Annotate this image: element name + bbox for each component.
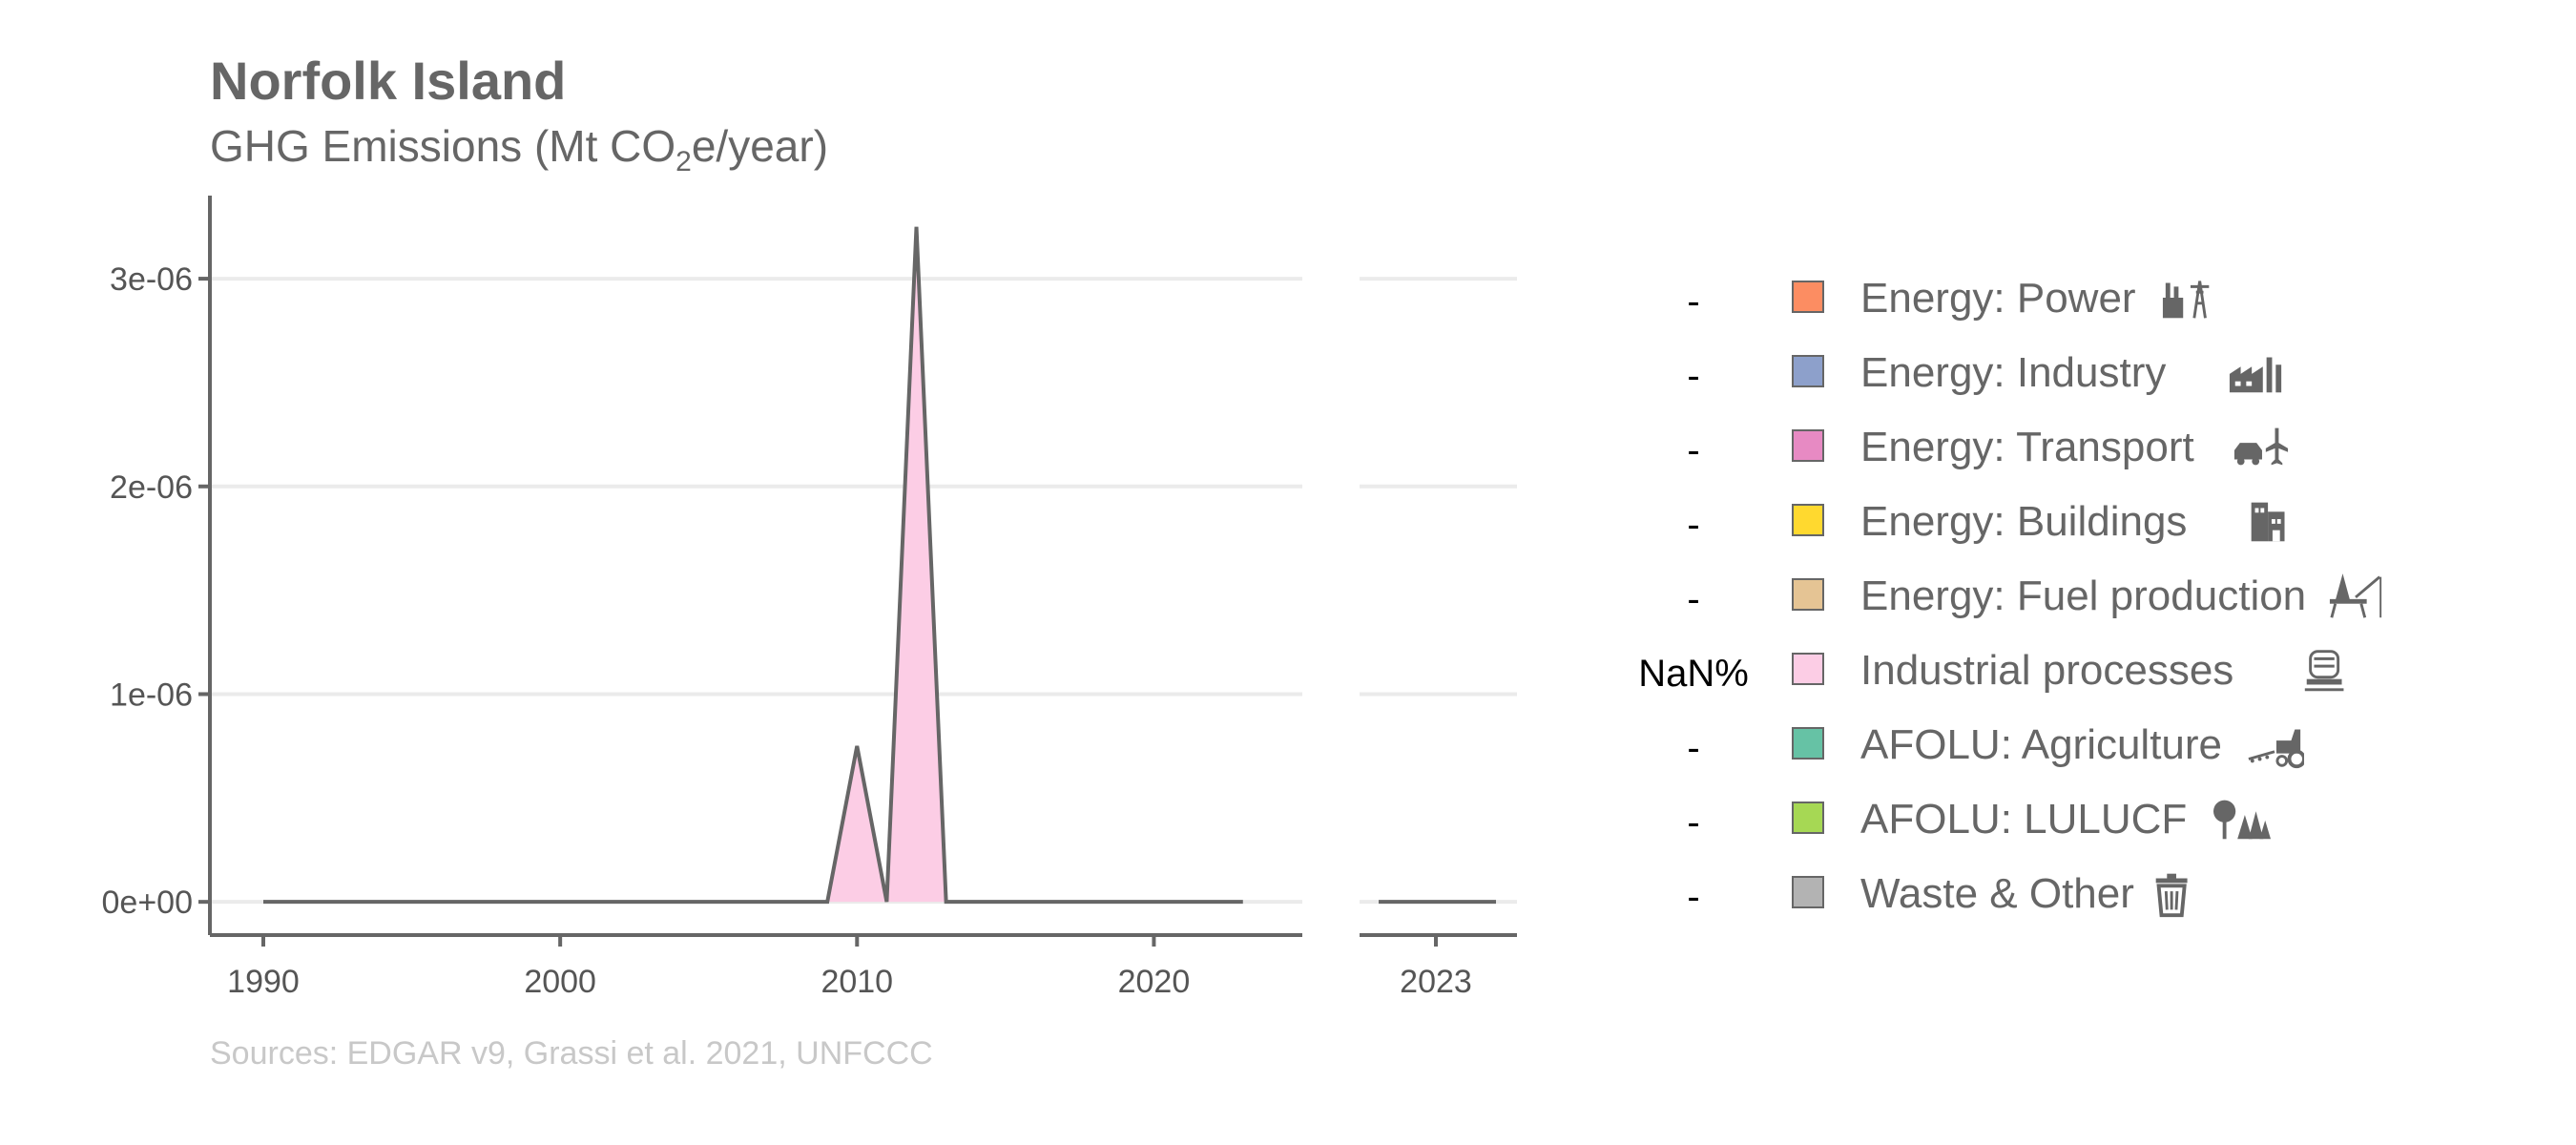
inset-x-tick-label: 2023: [1400, 964, 1472, 1000]
legend-share: -: [1687, 429, 1700, 471]
emissions-chart: 0e+00 1e-06 2e-06 3e-06 1990 2000 2010 2020 2023: [102, 196, 1517, 1000]
chart-subtitle: GHG Emissions (Mt CO2e/year): [210, 121, 829, 178]
legend-share: -: [1687, 504, 1700, 546]
legend-swatch: [1792, 281, 1824, 313]
legend-swatch: [1792, 727, 1824, 760]
legend-label: AFOLU: LULUCF: [1860, 796, 2188, 843]
legend-share: -: [1687, 578, 1700, 620]
legend-item: - Energy: Buildings: [1622, 490, 2481, 565]
y-tick-label: 1e-06: [110, 677, 193, 713]
legend-swatch: [1792, 876, 1824, 908]
legend-label: Energy: Buildings: [1860, 498, 2188, 545]
x-tick-label: 2010: [821, 964, 893, 1000]
legend-item: - Energy: Transport: [1622, 416, 2481, 490]
car-plane-icon: [2233, 422, 2290, 471]
legend-swatch: [1792, 429, 1824, 462]
buildings-icon: [2242, 496, 2299, 546]
power-plant-icon: [2161, 273, 2218, 323]
legend-swatch: [1792, 578, 1824, 611]
legend-swatch: [1792, 653, 1824, 685]
legend-item: NaN% Industrial processes: [1622, 639, 2481, 714]
series-line: [263, 226, 1243, 905]
legend-item: - AFOLU: LULUCF: [1622, 788, 2481, 863]
oil-rig-icon: [2328, 571, 2385, 620]
legend-share: -: [1687, 727, 1700, 769]
legend-item: - Energy: Power: [1622, 267, 2481, 342]
x-tick-label: 2000: [524, 964, 596, 1000]
y-tick-label: 2e-06: [110, 469, 193, 506]
legend-share: -: [1687, 876, 1700, 918]
legend-item: - Energy: Industry: [1622, 342, 2481, 416]
x-tick-label: 2020: [1118, 964, 1191, 1000]
trees-icon: [2213, 794, 2271, 843]
area-series: [263, 226, 1243, 903]
legend-label: Energy: Transport: [1860, 424, 2194, 470]
legend-item: - Waste & Other: [1622, 863, 2481, 937]
legend-share: -: [1687, 281, 1700, 323]
legend-share: -: [1687, 802, 1700, 843]
legend-label: Energy: Industry: [1860, 349, 2167, 396]
factory-icon: [2228, 347, 2285, 397]
legend-share: -: [1687, 355, 1700, 397]
legend-swatch: [1792, 802, 1824, 834]
chart-title: Norfolk Island: [210, 51, 567, 111]
legend-item: - AFOLU: Agriculture: [1622, 714, 2481, 788]
y-tick-label: 0e+00: [102, 885, 194, 921]
tractor-icon: [2247, 719, 2306, 769]
legend: - Energy: Power - Energy: Industry - Energy: …: [1622, 267, 2481, 937]
legend-label: Energy: Power: [1860, 275, 2136, 322]
source-note: Sources: EDGAR v9, Grassi et al. 2021, U…: [210, 1035, 933, 1072]
legend-swatch: [1792, 504, 1824, 536]
x-tick-label: 1990: [227, 964, 300, 1000]
trash-icon: [2147, 868, 2204, 918]
legend-label: Waste & Other: [1860, 870, 2134, 917]
cement-mixer-icon: [2299, 645, 2357, 695]
legend-label: AFOLU: Agriculture: [1860, 721, 2223, 768]
legend-share: NaN%: [1638, 653, 1749, 695]
legend-item: - Energy: Fuel production: [1622, 565, 2481, 639]
legend-label: Energy: Fuel production: [1860, 572, 2307, 619]
legend-swatch: [1792, 355, 1824, 387]
y-tick-label: 3e-06: [110, 261, 193, 298]
legend-label: Industrial processes: [1860, 647, 2234, 694]
